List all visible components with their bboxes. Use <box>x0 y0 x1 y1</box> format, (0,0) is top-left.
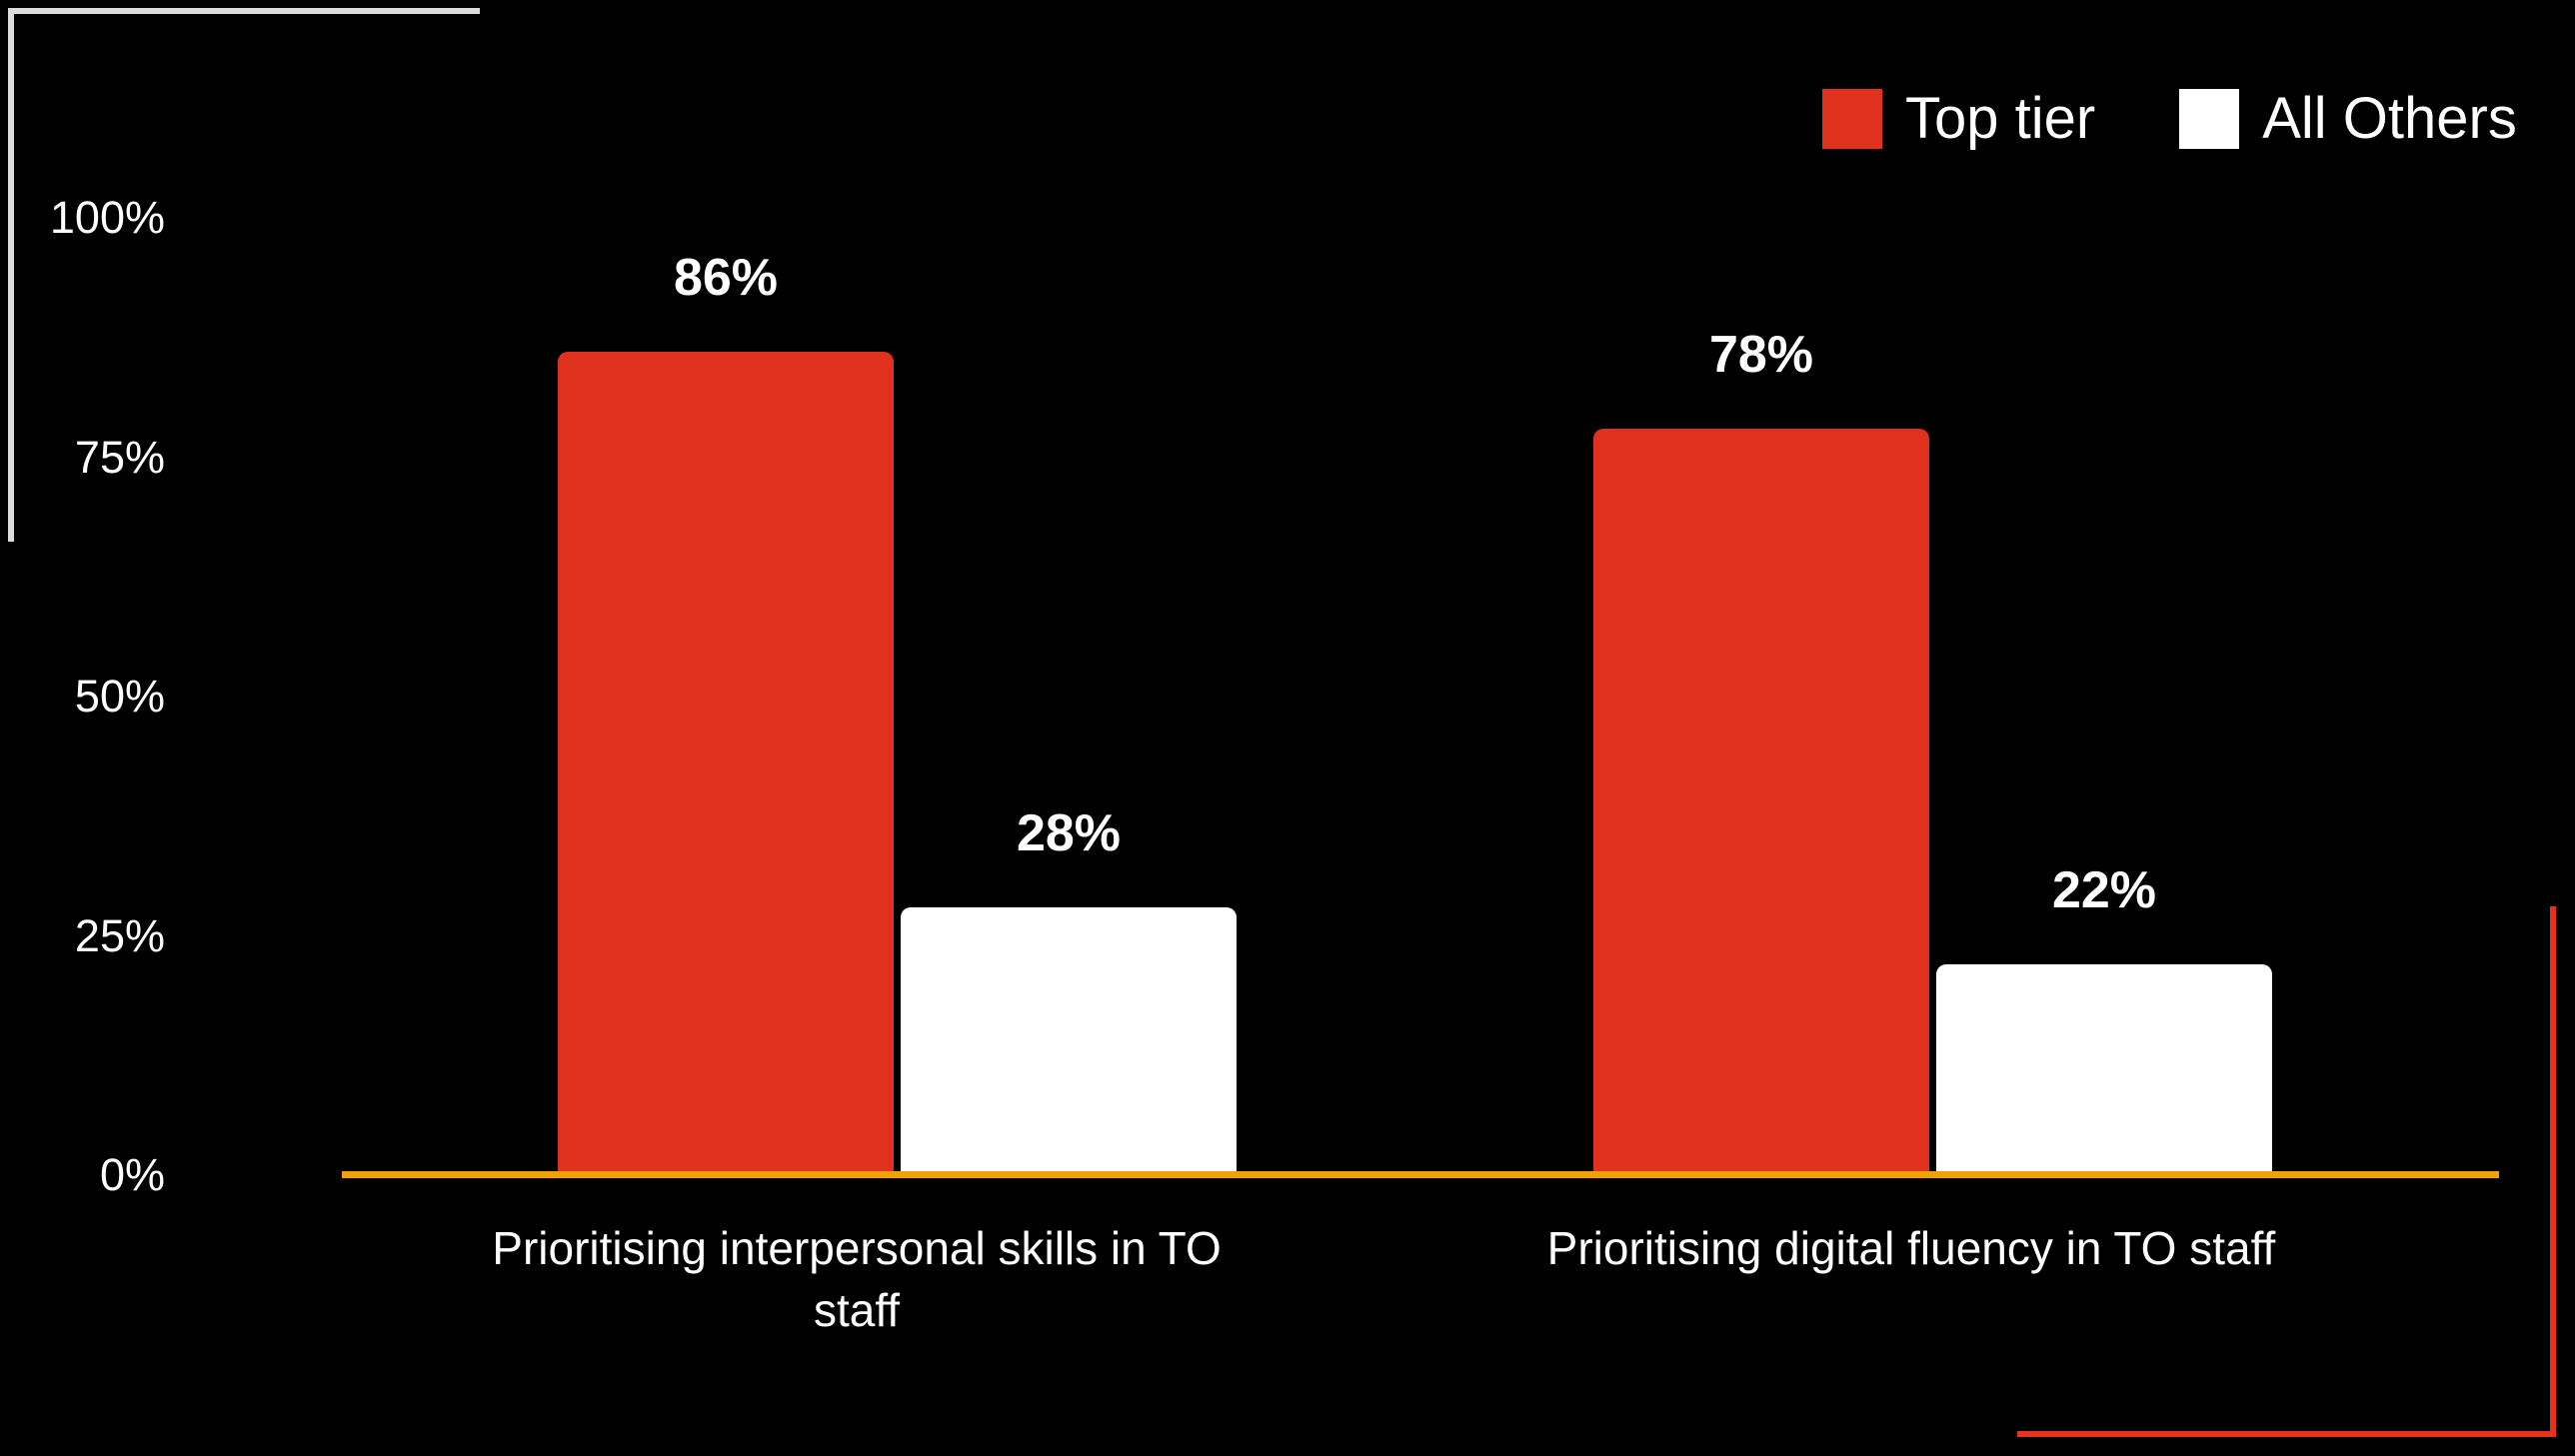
value-label-top-tier-group-1: 86% <box>673 249 779 307</box>
legend-swatch-top-tier <box>1822 89 1882 149</box>
category-label-2: Prioritising digital fluency in TO staff <box>1546 1222 2276 1274</box>
category-label-1: Prioritising interpersonal skills in TO … <box>492 1222 1222 1336</box>
y-tick-75: 75% <box>74 431 165 483</box>
top-left-corner-line-horizontal <box>8 8 480 14</box>
bottom-right-corner-line-vertical <box>2550 906 2556 1437</box>
value-label-all-others-group-1: 28% <box>1016 804 1122 862</box>
legend-swatch-all-others <box>2179 89 2240 149</box>
legend-label-top-tier: Top tier <box>1905 86 2096 151</box>
top-left-corner-line-vertical <box>8 8 14 542</box>
y-tick-0: 0% <box>99 1149 165 1200</box>
legend: Top tier All Others <box>1822 89 2517 149</box>
y-tick-25: 25% <box>74 909 165 961</box>
legend-label-all-others: All Others <box>2262 86 2517 151</box>
bar-all-others-group-2 <box>1936 964 2272 1175</box>
x-axis-line <box>342 1171 2499 1178</box>
y-tick-50: 50% <box>74 671 165 722</box>
legend-item-all-others: All Others <box>2179 89 2517 149</box>
legend-item-top-tier: Top tier <box>1822 89 2095 149</box>
bottom-right-corner-line-horizontal <box>2017 1431 2556 1437</box>
bar-top-tier-group-2 <box>1593 429 1929 1175</box>
y-tick-100: 100% <box>49 192 165 243</box>
bar-top-tier-group-1 <box>558 352 894 1175</box>
value-label-top-tier-group-2: 78% <box>1708 326 1814 384</box>
bar-all-others-group-1 <box>901 907 1237 1175</box>
value-label-all-others-group-2: 22% <box>2051 861 2157 919</box>
